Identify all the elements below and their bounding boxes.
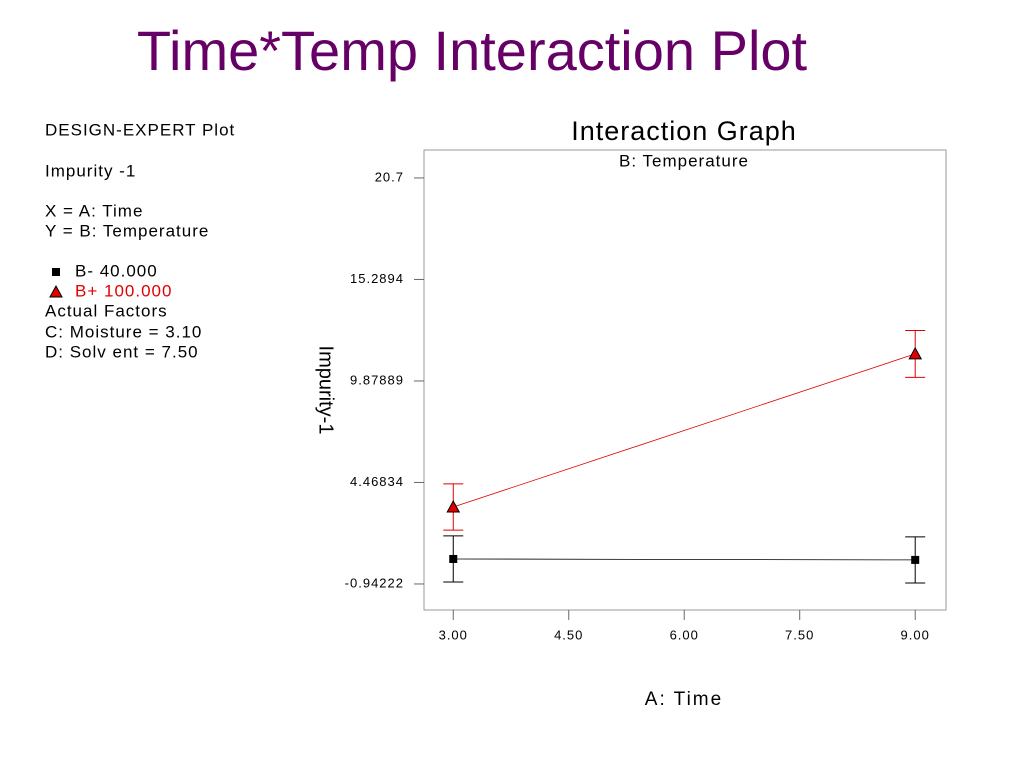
y-tick-label: -0.94222 <box>345 575 404 590</box>
x-axis-label: A: Time <box>645 689 723 710</box>
panel-text: Actual Factors <box>45 301 168 320</box>
plot-frame <box>423 149 947 611</box>
series-line <box>453 558 916 561</box>
panel-text: C: Moisture = 3.10 <box>45 322 202 341</box>
y-tick-label: 9.87889 <box>350 372 404 387</box>
panel-text: D: Solv ent = 7.50 <box>45 342 199 361</box>
x-tick-label: 4.50 <box>554 627 583 642</box>
y-tick-label: 4.46834 <box>350 474 404 489</box>
y-tick-label: 15.2894 <box>350 271 404 286</box>
point <box>908 346 923 360</box>
y-axis-label: Impurity-1 <box>315 346 337 435</box>
x-tick-label: 7.50 <box>785 627 814 642</box>
panel-text: X = A: Time <box>45 201 143 220</box>
chart-subtitle: B: Temperature <box>619 151 749 170</box>
legend-marker <box>52 268 60 276</box>
y-tick-label: 20.7 <box>375 169 404 184</box>
x-tick-label: 3.00 <box>439 627 468 642</box>
legend-label: B- 40.000 <box>75 261 158 280</box>
series-line <box>453 353 916 508</box>
legend-marker <box>49 284 63 298</box>
legend-label: B+ 100.000 <box>75 281 172 300</box>
slide-title: Time*Temp Interaction Plot <box>137 19 808 82</box>
panel-text: DESIGN-EXPERT Plot <box>45 120 235 139</box>
x-tick-label: 6.00 <box>670 627 699 642</box>
x-tick-label: 9.00 <box>901 627 930 642</box>
point <box>449 554 458 563</box>
panel-text: Impurity -1 <box>45 161 136 180</box>
chart-title: Interaction Graph <box>571 116 797 146</box>
panel-text: Y = B: Temperature <box>45 221 209 240</box>
point <box>446 499 461 513</box>
point <box>911 555 920 564</box>
